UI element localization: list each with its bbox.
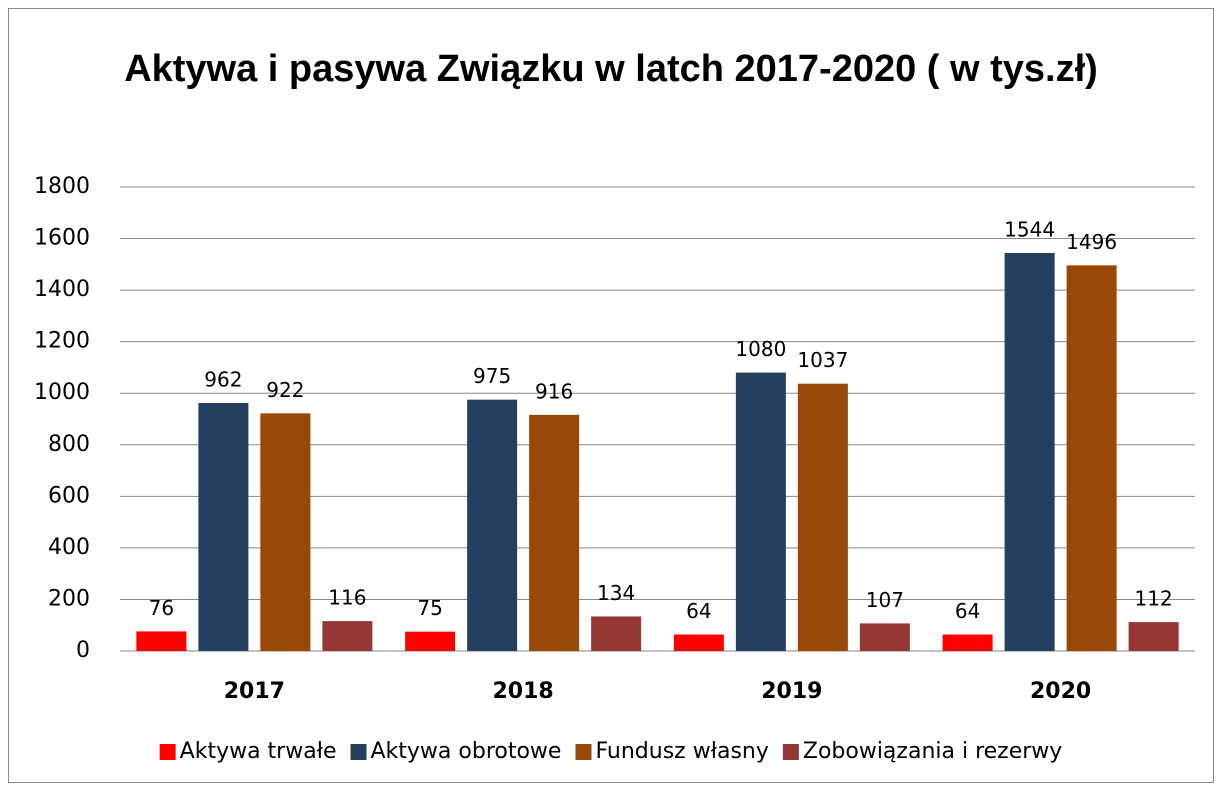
bar: [1128, 622, 1179, 651]
data-label: 922: [266, 378, 304, 402]
bar: [591, 616, 642, 651]
bar: [260, 413, 311, 651]
data-label: 1496: [1066, 230, 1117, 254]
legend-swatch: [575, 744, 592, 760]
data-label: 107: [866, 588, 904, 612]
legend-label: Fundusz własny: [595, 739, 768, 764]
data-label: 916: [535, 379, 573, 403]
chart-frame: [8, 8, 1214, 783]
legend-label: Aktywa trwałe: [180, 739, 337, 764]
y-tick-label: 400: [48, 535, 90, 560]
x-tick-label: 2017: [224, 679, 285, 704]
bar: [467, 399, 518, 651]
data-label: 962: [204, 368, 242, 392]
y-tick-label: 1400: [34, 277, 90, 302]
data-label: 134: [597, 581, 635, 605]
bar: [322, 621, 373, 651]
y-tick-label: 1800: [34, 174, 90, 199]
y-tick-label: 1200: [34, 329, 90, 354]
y-tick-label: 600: [48, 483, 90, 508]
legend-label: Zobowiązania i rezerwy: [803, 739, 1062, 764]
y-tick-label: 1600: [34, 226, 90, 251]
bar: [673, 634, 724, 651]
y-tick-label: 800: [48, 432, 90, 457]
legend-swatch: [350, 744, 367, 760]
data-label: 1037: [797, 348, 848, 372]
legend-label: Aktywa obrotowe: [371, 739, 562, 764]
bar: [529, 414, 580, 651]
data-label: 116: [328, 586, 366, 610]
bar: [405, 631, 456, 651]
data-label: 975: [473, 364, 511, 388]
data-label: 1080: [735, 337, 786, 361]
legend-swatch: [782, 744, 799, 760]
bar: [1004, 252, 1055, 652]
bar: [942, 634, 993, 651]
chart-title: Aktywa i pasywa Związku w latch 2017-202…: [124, 48, 1098, 90]
data-label: 112: [1135, 587, 1173, 611]
y-tick-label: 0: [76, 638, 90, 663]
bar: [797, 383, 848, 651]
bar: [735, 372, 786, 651]
data-label: 64: [955, 599, 980, 623]
x-tick-label: 2019: [761, 679, 822, 704]
bar: [136, 631, 187, 651]
x-tick-label: 2018: [493, 679, 554, 704]
data-label: 75: [417, 596, 442, 620]
y-tick-label: 200: [48, 586, 90, 611]
data-label: 76: [149, 596, 174, 620]
bar: [1066, 265, 1117, 651]
x-tick-label: 2020: [1030, 679, 1091, 704]
data-label: 64: [686, 599, 711, 623]
y-tick-label: 1000: [34, 380, 90, 405]
bar: [198, 403, 249, 651]
data-label: 1544: [1004, 217, 1055, 241]
legend-swatch: [159, 744, 176, 760]
bar: [859, 623, 910, 651]
